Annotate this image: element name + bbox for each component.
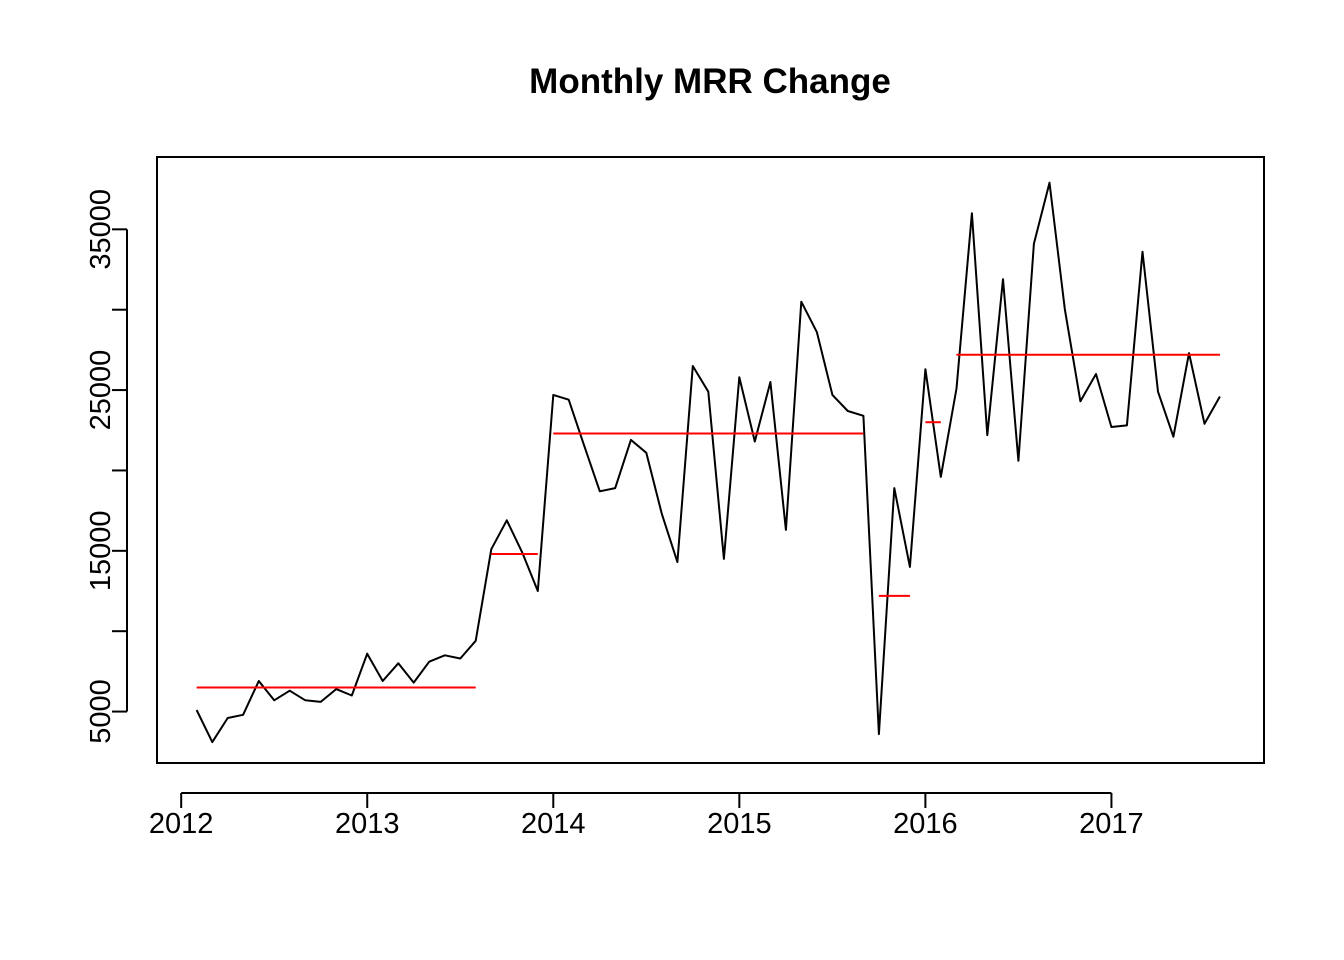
x-tick-label: 2013 (335, 808, 400, 840)
x-tick-label: 2015 (707, 808, 772, 840)
y-tick-label: 25000 (85, 350, 117, 431)
x-tick-label: 2012 (149, 808, 214, 840)
plot-frame (156, 156, 1265, 764)
y-tick-label: 35000 (85, 189, 117, 270)
mrr-line (195, 181, 1221, 744)
x-tick-label: 2014 (521, 808, 586, 840)
chart-title: Monthly MRR Change (529, 62, 891, 101)
x-axis: 2012 2013 2014 2015 2016 2017 (149, 792, 1144, 840)
series-layer (195, 181, 1221, 744)
y-tick-label: 5000 (85, 679, 117, 744)
y-axis: 5000 15000 25000 35000 (85, 189, 128, 744)
x-tick-label: 2016 (893, 808, 958, 840)
x-tick-label: 2017 (1079, 808, 1144, 840)
y-tick-label: 15000 (85, 510, 117, 591)
